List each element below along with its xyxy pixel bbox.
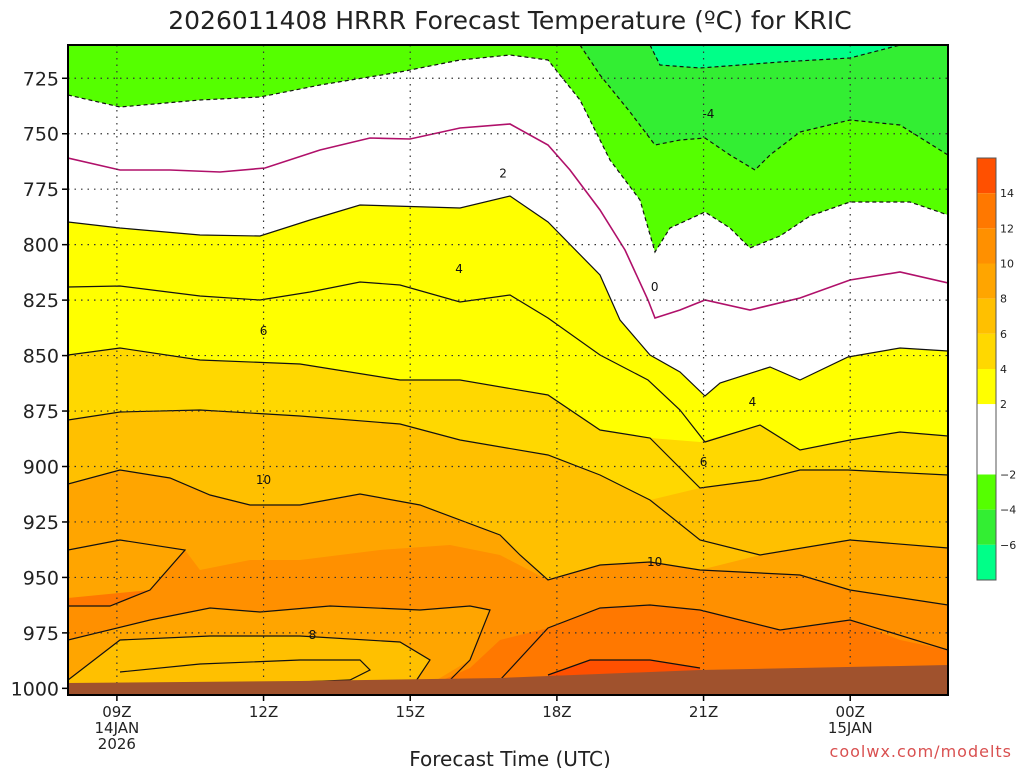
contour-minus4 xyxy=(68,54,948,254)
colorbar: 14 12 10 8 6 4 2 −2 −4 −6 xyxy=(976,157,1016,581)
plot-area: -4 2 0 4 6 4 6 10 10 8 xyxy=(67,44,949,696)
x-tick-label: 18Z xyxy=(542,703,571,721)
contour-lines xyxy=(68,45,948,691)
colorbar-swatch xyxy=(977,369,996,405)
contour-14 xyxy=(547,659,701,676)
x-tick-label: 14JAN xyxy=(95,719,140,737)
contour-6 xyxy=(68,347,948,489)
colorbar-swatch xyxy=(977,263,996,299)
y-axis: 725 750 775 800 825 850 875 900 925 950 975 1000 xyxy=(11,68,68,700)
x-tick-label: 21Z xyxy=(689,703,718,721)
contour-label: 10 xyxy=(647,555,662,569)
x-tick-label: 09Z xyxy=(102,703,131,721)
y-tick-label: 1000 xyxy=(11,678,59,700)
colorbar-label: −4 xyxy=(1000,504,1016,517)
contour-10-lower xyxy=(68,635,431,691)
contour-0 xyxy=(68,123,948,319)
contour-12-lower xyxy=(68,605,491,681)
contour-label: 6 xyxy=(700,455,708,469)
x-tick-label: 12Z xyxy=(249,703,278,721)
y-tick-label: 750 xyxy=(23,124,59,146)
colorbar-label: 14 xyxy=(1000,187,1014,200)
contour-label: 2 xyxy=(499,167,507,181)
chart-title: 2026011408 HRRR Forecast Temperature (ºC… xyxy=(168,6,852,35)
contour-8 xyxy=(68,409,948,556)
contour-2 xyxy=(68,195,948,397)
y-tick-label: 850 xyxy=(23,346,59,368)
y-tick-label: 875 xyxy=(23,401,59,423)
colorbar-swatch xyxy=(977,544,996,580)
colorbar-label: 10 xyxy=(1000,258,1014,271)
contour-label: 4 xyxy=(455,262,463,276)
x-tick-label: 00Z xyxy=(836,703,865,721)
contour-label: 4 xyxy=(749,395,757,409)
y-tick-label: 825 xyxy=(23,290,59,312)
colorbar-label: −2 xyxy=(1000,469,1016,482)
contour-12 xyxy=(68,539,187,607)
contour-label: 6 xyxy=(260,324,268,338)
contour-label: 10 xyxy=(256,473,271,487)
colorbar-label: 2 xyxy=(1000,398,1007,411)
colorbar-swatch xyxy=(977,158,996,194)
credit-text: coolwx.com/modelts xyxy=(830,742,1012,761)
band-minus8-minus6 xyxy=(650,45,900,68)
colorbar-swatch xyxy=(977,474,996,510)
colorbar-swatch xyxy=(977,298,996,334)
y-tick-label: 950 xyxy=(23,567,59,589)
y-tick-label: 775 xyxy=(23,179,59,201)
plot-frame xyxy=(67,44,949,696)
y-tick-label: 975 xyxy=(23,623,59,645)
y-tick-label: 725 xyxy=(23,68,59,90)
colorbar-label: 8 xyxy=(1000,293,1007,306)
y-tick-label: 800 xyxy=(23,235,59,257)
colorbar-label: −6 xyxy=(1000,539,1016,552)
colorbar-swatch xyxy=(977,509,996,545)
ground-surface xyxy=(68,665,948,695)
colorbar-frame xyxy=(976,157,997,581)
x-tick-label: 15Z xyxy=(396,703,425,721)
contour-minus6 xyxy=(579,45,948,171)
colorbar-swatch xyxy=(977,333,996,369)
x-tick-label: 2026 xyxy=(98,735,136,753)
x-tick-label: 15JAN xyxy=(828,719,873,737)
contour-10 xyxy=(68,469,948,606)
grid-lines xyxy=(68,45,948,695)
y-tick-label: 900 xyxy=(23,457,59,479)
contour-label: 8 xyxy=(309,628,317,642)
contour-4 xyxy=(68,281,948,451)
x-axis-label: Forecast Time (UTC) xyxy=(409,747,611,768)
y-tick-label: 925 xyxy=(23,512,59,534)
contour-label: -4 xyxy=(702,107,714,121)
contour-labels: -4 2 0 4 6 4 6 10 10 8 xyxy=(256,107,756,642)
colorbar-swatch xyxy=(977,228,996,264)
band-minus6-minus4 xyxy=(580,45,948,170)
colorbar-swatch xyxy=(977,404,996,475)
contour-label: 0 xyxy=(651,280,659,294)
colorbar-swatch xyxy=(977,193,996,229)
colorbar-label: 4 xyxy=(1000,363,1007,376)
colorbar-label: 12 xyxy=(1000,222,1014,235)
colorbar-label: 6 xyxy=(1000,328,1007,341)
